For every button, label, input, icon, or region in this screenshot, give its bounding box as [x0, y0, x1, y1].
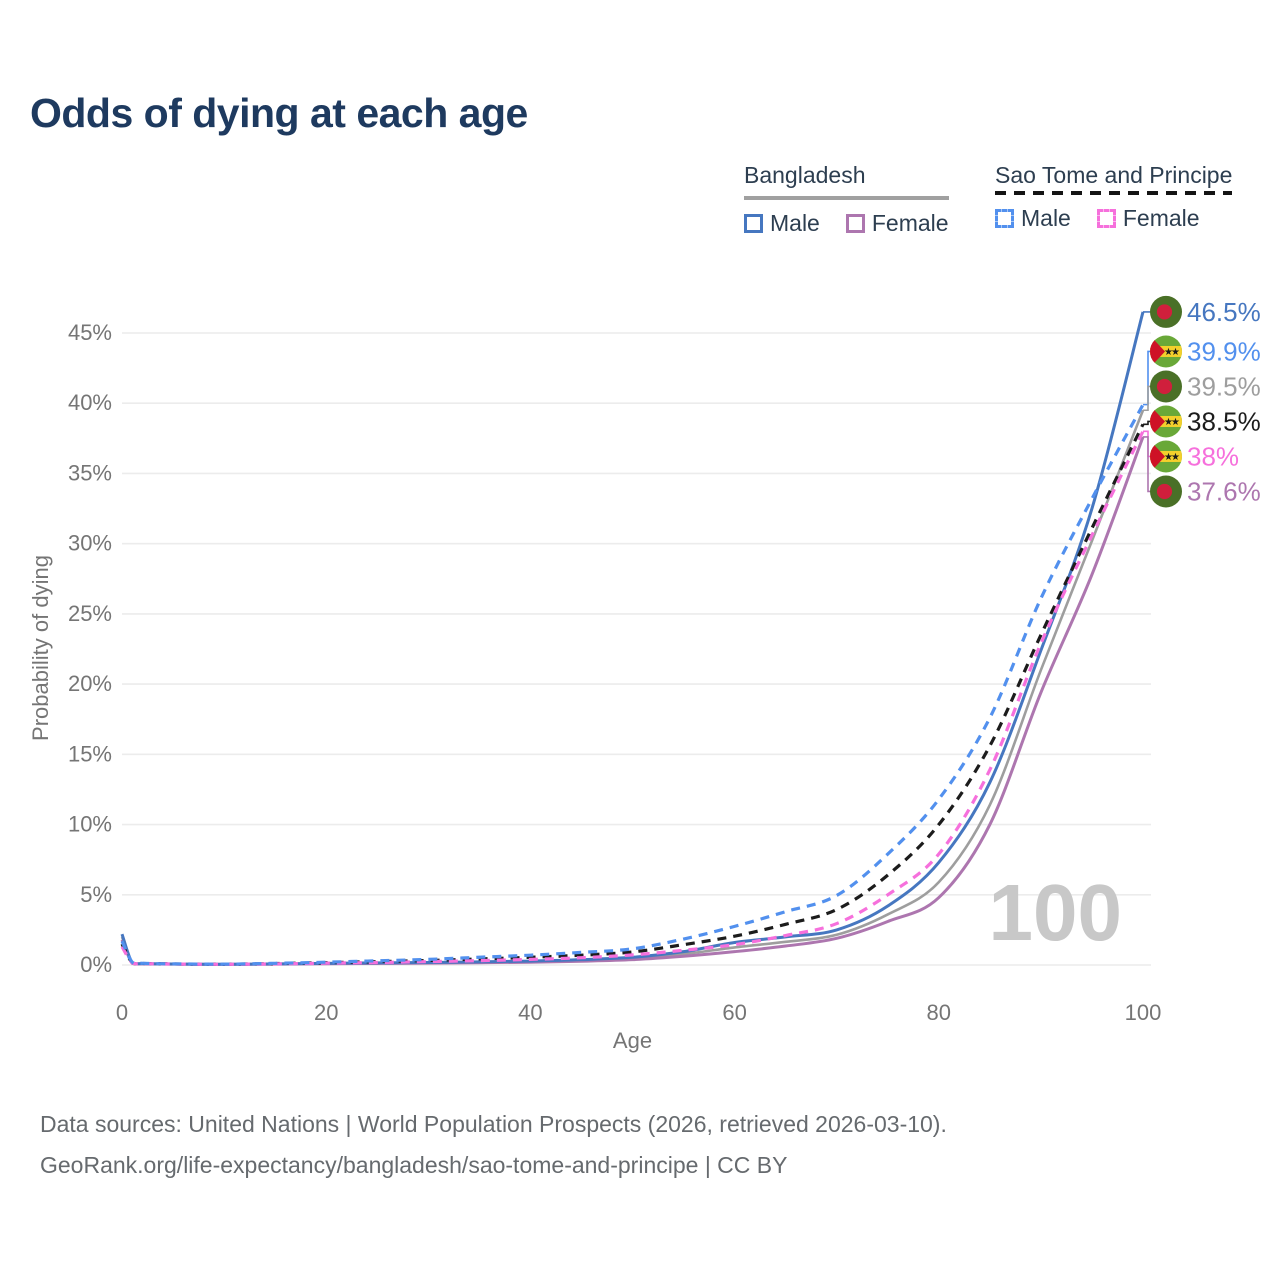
y-tick-label: 15%	[68, 741, 112, 766]
footer: Data sources: United Nations | World Pop…	[40, 1104, 947, 1186]
x-tick-label: 80	[927, 1000, 951, 1025]
legend-item-bangladesh-female[interactable]: Female	[845, 210, 949, 237]
end-label-st-male: 39.9%	[1187, 336, 1261, 366]
legend-label-bangladesh-female: Female	[871, 210, 949, 236]
y-tick-label: 30%	[68, 531, 112, 556]
watermark: 100	[989, 868, 1122, 957]
legend-group-sao-tome: Sao Tome and Principe Male Female	[995, 162, 1233, 232]
legend-label-sao-tome-male: Male	[1021, 205, 1071, 231]
x-tick-label: 100	[1125, 1000, 1162, 1025]
y-tick-label: 10%	[68, 812, 112, 837]
legend-item-sao-tome-female[interactable]: Female	[1096, 205, 1200, 232]
legend-label-sao-tome-female: Female	[1122, 205, 1200, 231]
svg-text:★: ★	[1164, 417, 1173, 428]
axis-title-x: Age	[613, 1028, 652, 1053]
y-tick-label: 20%	[68, 671, 112, 696]
legend-swatch-sao-tome-male	[995, 209, 1014, 228]
svg-text:★: ★	[1164, 347, 1173, 358]
series-line-bd-male[interactable]	[120, 311, 1145, 966]
y-tick-label: 45%	[68, 320, 112, 345]
page-title: Odds of dying at each age	[30, 90, 528, 136]
y-tick-label: 5%	[80, 882, 112, 907]
end-label-connector-bd-female	[1143, 436, 1153, 493]
flag-icon-sao-tome: ★★	[1150, 405, 1182, 438]
legend-country-sao-tome: Sao Tome and Principe	[995, 162, 1233, 188]
flag-icon-sao-tome: ★★	[1150, 440, 1182, 473]
y-tick-label: 40%	[68, 390, 112, 415]
y-tick-label: 35%	[68, 460, 112, 485]
legend-item-bangladesh-male[interactable]: Male	[744, 210, 820, 237]
svg-text:★: ★	[1171, 347, 1180, 358]
flag-icon-bangladesh-circle	[1156, 378, 1173, 395]
footer-url: GeoRank.org/life-expectancy/bangladesh/s…	[40, 1152, 788, 1178]
svg-text:★: ★	[1171, 452, 1180, 463]
legend-country-bangladesh: Bangladesh	[744, 162, 866, 188]
legend-swatch-bangladesh-male	[744, 214, 763, 233]
legend-underline-dashed	[995, 191, 1233, 195]
footer-data-sources: Data sources: United Nations | World Pop…	[40, 1111, 947, 1137]
legend-item-sao-tome-male[interactable]: Male	[995, 205, 1071, 232]
svg-text:★: ★	[1171, 417, 1180, 428]
y-tick-label: 0%	[80, 952, 112, 977]
x-tick-label: 40	[518, 1000, 542, 1025]
x-tick-label: 60	[722, 1000, 746, 1025]
end-label-st-female: 38%	[1187, 441, 1239, 471]
flag-icon-bangladesh-circle	[1156, 483, 1173, 500]
legend-group-bangladesh: Bangladesh Male Female	[744, 162, 949, 237]
svg-text:★: ★	[1164, 452, 1173, 463]
x-tick-label: 0	[116, 1000, 128, 1025]
legend-swatch-bangladesh-female	[845, 214, 865, 233]
legend-swatch-sao-tome-female	[1096, 209, 1116, 228]
axis-title-y: Probability of dying	[28, 555, 53, 741]
legend-label-bangladesh-male: Male	[770, 210, 820, 236]
flag-icon-sao-tome: ★★	[1150, 335, 1182, 368]
series-line-st-female[interactable]	[120, 430, 1145, 966]
flag-icon-bangladesh-circle	[1156, 304, 1173, 320]
end-label-bd-male: 46.5%	[1187, 297, 1261, 327]
legend-underline-solid	[744, 196, 949, 200]
series-line-st-male[interactable]	[120, 403, 1145, 966]
y-tick-label: 25%	[68, 601, 112, 626]
end-label-bd-female: 37.6%	[1187, 476, 1261, 506]
end-label-bd-both: 39.5%	[1187, 371, 1261, 401]
x-tick-label: 20	[314, 1000, 338, 1025]
end-label-st-both: 38.5%	[1187, 406, 1261, 436]
